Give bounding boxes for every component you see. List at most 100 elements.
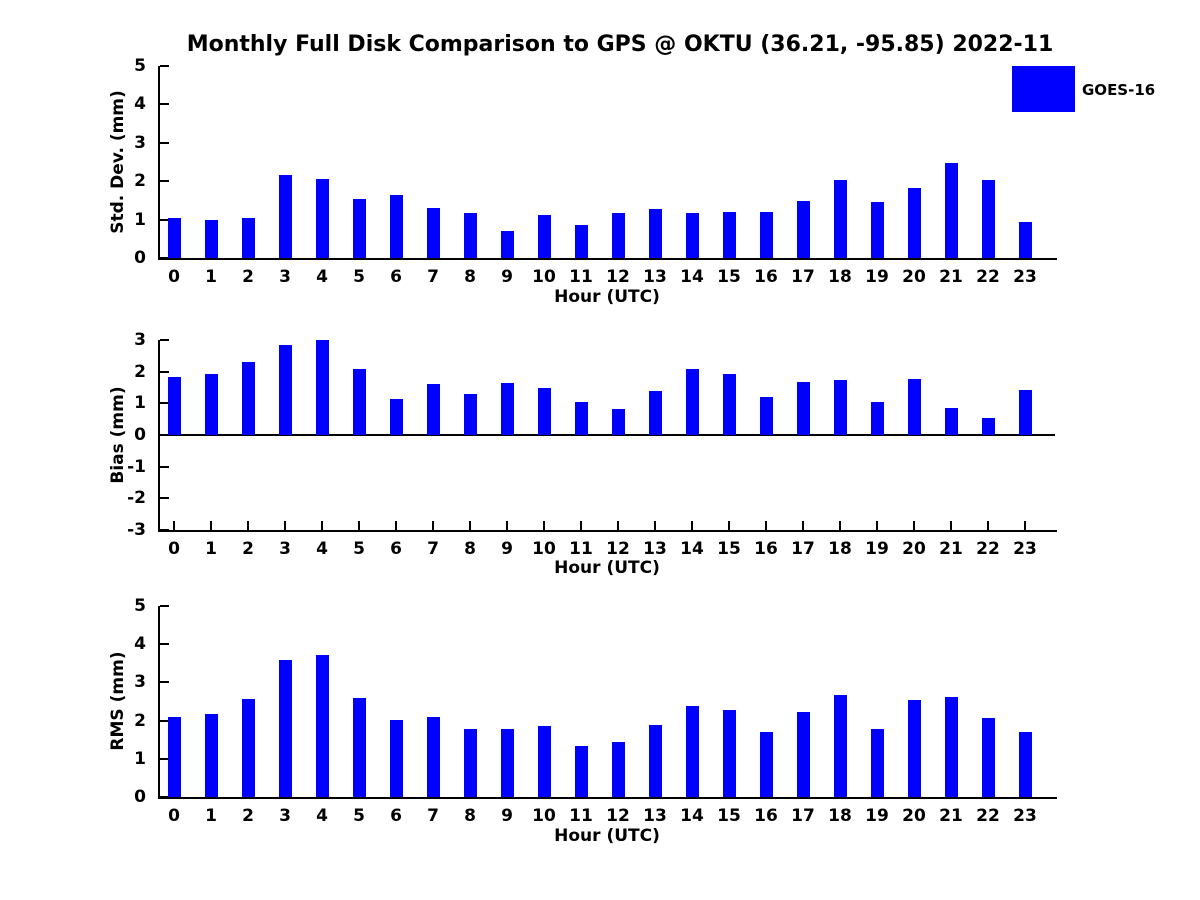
y-tick-mark xyxy=(160,103,169,106)
x-tick-label: 4 xyxy=(316,806,328,826)
bias-bar xyxy=(242,361,255,435)
bias-bar xyxy=(316,339,329,435)
x-tick-label: 20 xyxy=(902,539,926,559)
x-tick-label: 16 xyxy=(754,267,778,287)
bias-bar xyxy=(464,393,477,435)
std-dev-bar xyxy=(723,211,736,258)
std-dev-bar xyxy=(390,194,403,258)
legend-color-swatch xyxy=(1012,66,1075,112)
x-tick-label: 15 xyxy=(717,267,741,287)
x-tick-mark xyxy=(284,521,286,530)
x-tick-label: 19 xyxy=(865,267,889,287)
x-tick-mark xyxy=(506,521,508,530)
x-tick-label: 16 xyxy=(754,806,778,826)
rms-bar xyxy=(501,729,514,797)
x-tick-label: 20 xyxy=(902,267,926,287)
x-tick-label: 21 xyxy=(939,806,963,826)
rms-bar xyxy=(686,706,699,797)
std-dev-bar xyxy=(427,207,440,258)
rms-y-axis-label: RMS (mm) xyxy=(108,651,128,751)
bias-bar xyxy=(501,383,514,435)
x-tick-label: 11 xyxy=(569,806,593,826)
y-tick-label: 3 xyxy=(134,672,146,693)
y-tick-mark xyxy=(160,257,169,259)
std-dev-bar xyxy=(168,218,181,258)
std-dev-bar xyxy=(464,213,477,258)
y-tick-mark xyxy=(160,402,169,405)
y-tick-label: 2 xyxy=(134,171,146,192)
y-tick-mark xyxy=(160,497,169,500)
y-tick-label: 1 xyxy=(134,209,146,230)
x-tick-mark xyxy=(321,521,323,530)
rms-bar xyxy=(612,742,625,797)
x-tick-mark xyxy=(247,521,249,530)
y-tick-label: 5 xyxy=(134,56,146,76)
x-tick-label: 17 xyxy=(791,806,815,826)
y-tick-mark xyxy=(160,65,169,67)
x-tick-mark xyxy=(1024,521,1026,530)
std-dev-bar xyxy=(316,178,329,258)
x-tick-label: 4 xyxy=(316,539,328,559)
y-tick-label: 0 xyxy=(134,787,146,807)
x-tick-label: 23 xyxy=(1013,539,1037,559)
x-tick-label: 6 xyxy=(390,539,402,559)
x-tick-label: 0 xyxy=(168,806,180,826)
x-tick-label: 8 xyxy=(464,539,476,559)
y-tick-label: 3 xyxy=(134,132,146,153)
bias-bar xyxy=(797,382,810,435)
std-dev-bar xyxy=(797,201,810,258)
x-tick-label: 0 xyxy=(168,539,180,559)
y-tick-label: 1 xyxy=(134,748,146,769)
x-tick-label: 22 xyxy=(976,539,1000,559)
y-tick-mark xyxy=(160,529,169,531)
std-dev-bar xyxy=(575,225,588,258)
rms-bar xyxy=(945,696,958,797)
rms-bar xyxy=(390,720,403,797)
x-tick-label: 16 xyxy=(754,539,778,559)
x-tick-label: 11 xyxy=(569,267,593,287)
x-tick-label: 14 xyxy=(680,267,704,287)
rms-x-axis-label: Hour (UTC) xyxy=(554,826,660,846)
bias-x-axis-label: Hour (UTC) xyxy=(554,558,660,578)
x-tick-mark xyxy=(432,521,434,530)
x-tick-label: 19 xyxy=(865,539,889,559)
y-tick-mark xyxy=(160,218,169,221)
std-dev-bar xyxy=(1019,221,1032,258)
x-tick-label: 15 xyxy=(717,806,741,826)
y-tick-mark xyxy=(160,180,169,183)
x-tick-label: 5 xyxy=(353,539,365,559)
x-tick-label: 8 xyxy=(464,267,476,287)
y-tick-mark xyxy=(160,339,169,341)
rms-bar xyxy=(538,725,551,797)
x-tick-mark xyxy=(802,521,804,530)
y-tick-label: -2 xyxy=(127,488,146,509)
bias-bar xyxy=(575,402,588,435)
rms-bar xyxy=(760,732,773,797)
x-tick-label: 11 xyxy=(569,539,593,559)
y-tick-label: 5 xyxy=(134,596,146,616)
x-tick-label: 5 xyxy=(353,267,365,287)
x-tick-label: 0 xyxy=(168,267,180,287)
x-tick-mark xyxy=(765,521,767,530)
stddev-x-axis-label: Hour (UTC) xyxy=(554,287,660,307)
x-tick-label: 10 xyxy=(532,539,556,559)
y-tick-label: 2 xyxy=(134,361,146,382)
x-tick-mark xyxy=(173,521,175,530)
bias-bar xyxy=(871,402,884,435)
x-tick-label: 20 xyxy=(902,806,926,826)
rms-bar xyxy=(1019,732,1032,797)
stddev-plot-area xyxy=(158,66,1057,260)
x-tick-label: 22 xyxy=(976,806,1000,826)
x-tick-mark xyxy=(950,521,952,530)
x-tick-mark xyxy=(839,521,841,530)
rms-bar xyxy=(168,717,181,797)
bias-bar xyxy=(649,390,662,435)
x-tick-label: 7 xyxy=(427,539,439,559)
y-tick-mark xyxy=(160,681,169,684)
x-tick-label: 12 xyxy=(606,267,630,287)
bias-bar xyxy=(982,418,995,435)
rms-bar xyxy=(575,745,588,797)
x-tick-label: 9 xyxy=(501,539,513,559)
rms-bar xyxy=(649,724,662,797)
y-tick-mark xyxy=(160,370,169,373)
